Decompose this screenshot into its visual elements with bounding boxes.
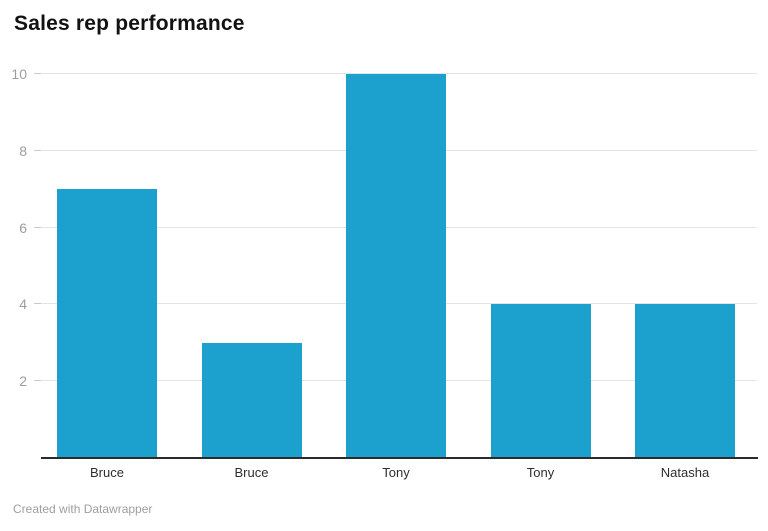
y-tick-mark <box>34 380 41 382</box>
y-tick-label-6: 6 <box>19 219 27 236</box>
gridline-y-10 <box>34 73 757 74</box>
x-axis-label-1: Bruce <box>234 465 269 480</box>
bars-layer <box>41 74 758 458</box>
y-tick-label-10: 10 <box>11 66 27 82</box>
y-tick-mark <box>34 226 41 228</box>
x-axis-label-3: Tony <box>526 465 555 480</box>
x-axis-label-4: Natasha <box>660 465 710 480</box>
y-tick-label-8: 8 <box>19 142 27 159</box>
bar-natasha-4 <box>635 304 735 458</box>
y-tick-mark <box>34 303 41 305</box>
x-axis-label-2: Tony <box>382 465 410 480</box>
y-tick-label-2: 2 <box>19 373 27 390</box>
plot-area: 2 4 6 8 10 Bruce Bruce Tony Tony Natasha <box>11 66 758 480</box>
y-tick-label-4: 4 <box>19 296 27 313</box>
y-tick-mark <box>34 73 41 74</box>
bar-bruce-1 <box>201 342 302 458</box>
bar-bruce-0 <box>57 189 157 458</box>
chart-title: Sales rep performance <box>14 12 245 35</box>
bar-tony-3 <box>490 304 591 458</box>
x-axis-category-labels: Bruce Bruce Tony Tony Natasha <box>41 465 758 480</box>
y-tick-mark <box>34 149 41 151</box>
bar-tony-2 <box>346 74 446 458</box>
x-axis-label-0: Bruce <box>90 465 124 480</box>
datawrapper-credit: Created with Datawrapper <box>13 502 153 516</box>
x-axis-baseline <box>41 457 758 459</box>
